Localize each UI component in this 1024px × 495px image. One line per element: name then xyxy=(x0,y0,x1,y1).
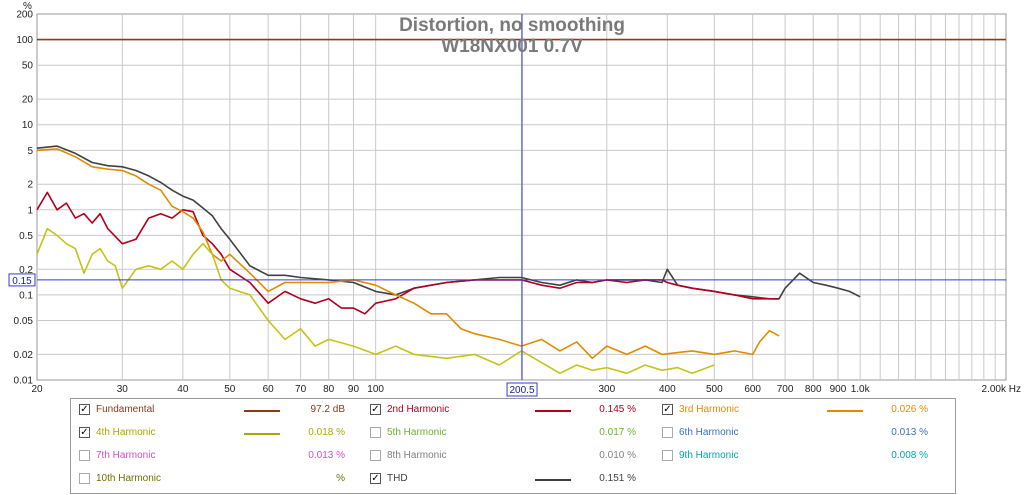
legend-checkbox-3rd-harmonic[interactable]: ✓ xyxy=(662,404,673,415)
y-tick-label: 0.05 xyxy=(14,316,34,327)
legend-checkbox-5th-harmonic[interactable] xyxy=(370,427,381,438)
legend-label: THD xyxy=(387,473,408,484)
x-tick-label: 900 xyxy=(830,384,847,395)
legend-label: 6th Harmonic xyxy=(679,427,739,438)
legend-label: 3rd Harmonic xyxy=(679,404,740,415)
y-tick-label: 20 xyxy=(22,95,34,106)
legend-checkbox-9th-harmonic[interactable] xyxy=(662,450,673,461)
legend-value: 0.008 % xyxy=(891,450,928,461)
x-tick-label: 70 xyxy=(295,384,307,395)
x-tick-label: 30 xyxy=(117,384,129,395)
legend-value: 0.018 % xyxy=(308,427,345,438)
y-tick-label: 1 xyxy=(27,205,33,216)
legend-line-swatch xyxy=(244,410,280,412)
legend-label: 10th Harmonic xyxy=(96,473,162,484)
x-tick-label: 40 xyxy=(177,384,189,395)
legend-value: 0.017 % xyxy=(599,427,636,438)
legend-item-2nd-harmonic: ✓ 2nd Harmonic 0.145 % xyxy=(370,402,650,418)
chart-subtitle: W18NX001 0.7V xyxy=(441,36,583,57)
x-tick-label: 800 xyxy=(805,384,822,395)
legend-line-swatch xyxy=(244,433,280,435)
legend-checkbox-7th-harmonic[interactable] xyxy=(79,450,90,461)
legend-item-thd: ✓ THD 0.151 % xyxy=(370,471,650,487)
legend-checkbox-10th-harmonic[interactable] xyxy=(79,473,90,484)
y-tick-label: 0.02 xyxy=(14,350,34,361)
legend-item-9th-harmonic: 9th Harmonic 0.008 % xyxy=(662,448,942,464)
y-tick-label: 0.01 xyxy=(14,376,34,387)
chart-title: Distortion, no smoothing xyxy=(399,15,625,36)
y-tick-label: 10 xyxy=(22,120,34,131)
x-tick-label: 700 xyxy=(777,384,794,395)
x-tick-label: 50 xyxy=(224,384,236,395)
legend-label: 4th Harmonic xyxy=(96,427,156,438)
x-tick-label: 90 xyxy=(348,384,360,395)
legend-value: 97.2 dB xyxy=(310,404,345,415)
x-tick-label: 100 xyxy=(367,384,384,395)
x-tick-label: 400 xyxy=(659,384,676,395)
legend-item-4th-harmonic: ✓ 4th Harmonic 0.018 % xyxy=(79,425,359,441)
legend-line-swatch xyxy=(535,410,571,412)
y-tick-label: 0.1 xyxy=(19,290,33,301)
y-tick-label: 5 xyxy=(27,146,33,157)
legend-item-fundamental: ✓ Fundamental 97.2 dB xyxy=(79,402,359,418)
series-line-4th-harmonic xyxy=(36,227,715,375)
x-tick-label: 80 xyxy=(323,384,335,395)
x-tick-label: 500 xyxy=(706,384,723,395)
x-tick-label: 300 xyxy=(598,384,615,395)
y-tick-label: 0.5 xyxy=(19,231,33,242)
legend-panel: ✓ Fundamental 97.2 dB ✓ 2nd Harmonic 0.145 % ✓… xyxy=(70,398,956,494)
y-tick-label: 0.2 xyxy=(19,265,33,276)
legend-item-8th-harmonic: 8th Harmonic 0.010 % xyxy=(370,448,650,464)
x-tick-label: 2.00k Hz xyxy=(982,384,1021,395)
legend-checkbox-8th-harmonic[interactable] xyxy=(370,450,381,461)
y-tick-label: 50 xyxy=(22,61,34,72)
cursor-y-readout-box xyxy=(8,273,36,287)
legend-item-7th-harmonic: 7th Harmonic 0.013 % xyxy=(79,448,359,464)
legend-checkbox-thd[interactable]: ✓ xyxy=(370,473,381,484)
legend-label: 2nd Harmonic xyxy=(387,404,450,415)
legend-checkbox-2nd-harmonic[interactable]: ✓ xyxy=(370,404,381,415)
legend-label: Fundamental xyxy=(96,404,155,415)
legend-value: 0.013 % xyxy=(308,450,345,461)
x-tick-label: 20 xyxy=(31,384,43,395)
legend-label: 7th Harmonic xyxy=(96,450,156,461)
legend-checkbox-6th-harmonic[interactable] xyxy=(662,427,673,438)
legend-line-swatch xyxy=(535,479,571,481)
legend-value: 0.151 % xyxy=(599,473,636,484)
legend-item-6th-harmonic: 6th Harmonic 0.013 % xyxy=(662,425,942,441)
y-tick-label: 2 xyxy=(27,180,33,191)
legend-label: 5th Harmonic xyxy=(387,427,447,438)
legend-value: 0.145 % xyxy=(599,404,636,415)
legend-item-3rd-harmonic: ✓ 3rd Harmonic 0.026 % xyxy=(662,402,942,418)
legend-checkbox-fundamental[interactable]: ✓ xyxy=(79,404,90,415)
legend-line-swatch xyxy=(827,410,863,412)
legend-value: 0.013 % xyxy=(891,427,928,438)
legend-label: 8th Harmonic xyxy=(387,450,447,461)
legend-value: 0.010 % xyxy=(599,450,636,461)
x-tick-label: 600 xyxy=(744,384,761,395)
y-tick-label: 200 xyxy=(16,10,33,21)
legend-value: % xyxy=(336,473,345,484)
y-unit-label: % xyxy=(23,1,32,12)
legend-value: 0.026 % xyxy=(891,404,928,415)
cursor-y-readout: 0.15 xyxy=(12,276,32,287)
x-tick-label: 60 xyxy=(263,384,275,395)
cursor-x-readout: 200.5 xyxy=(510,385,535,396)
legend-item-10th-harmonic: 10th Harmonic% xyxy=(79,471,359,487)
series-line-3rd-harmonic xyxy=(36,148,780,360)
x-tick-label: 1.0k xyxy=(851,384,871,395)
cursor-x-readout-box xyxy=(506,382,538,397)
y-tick-label: 100 xyxy=(16,35,33,46)
legend-label: 9th Harmonic xyxy=(679,450,739,461)
legend-item-5th-harmonic: 5th Harmonic 0.017 % xyxy=(370,425,650,441)
legend-checkbox-4th-harmonic[interactable]: ✓ xyxy=(79,427,90,438)
